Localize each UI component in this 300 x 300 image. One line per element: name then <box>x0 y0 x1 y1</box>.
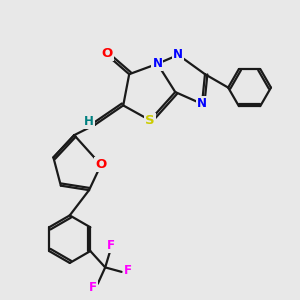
Text: H: H <box>84 115 94 128</box>
Text: N: N <box>197 98 207 110</box>
Text: S: S <box>145 114 155 127</box>
Text: O: O <box>101 47 112 60</box>
Text: O: O <box>95 158 106 171</box>
Text: F: F <box>89 281 97 294</box>
Text: F: F <box>107 238 115 252</box>
Text: F: F <box>124 264 132 277</box>
Text: N: N <box>152 57 162 70</box>
Text: N: N <box>173 48 183 62</box>
